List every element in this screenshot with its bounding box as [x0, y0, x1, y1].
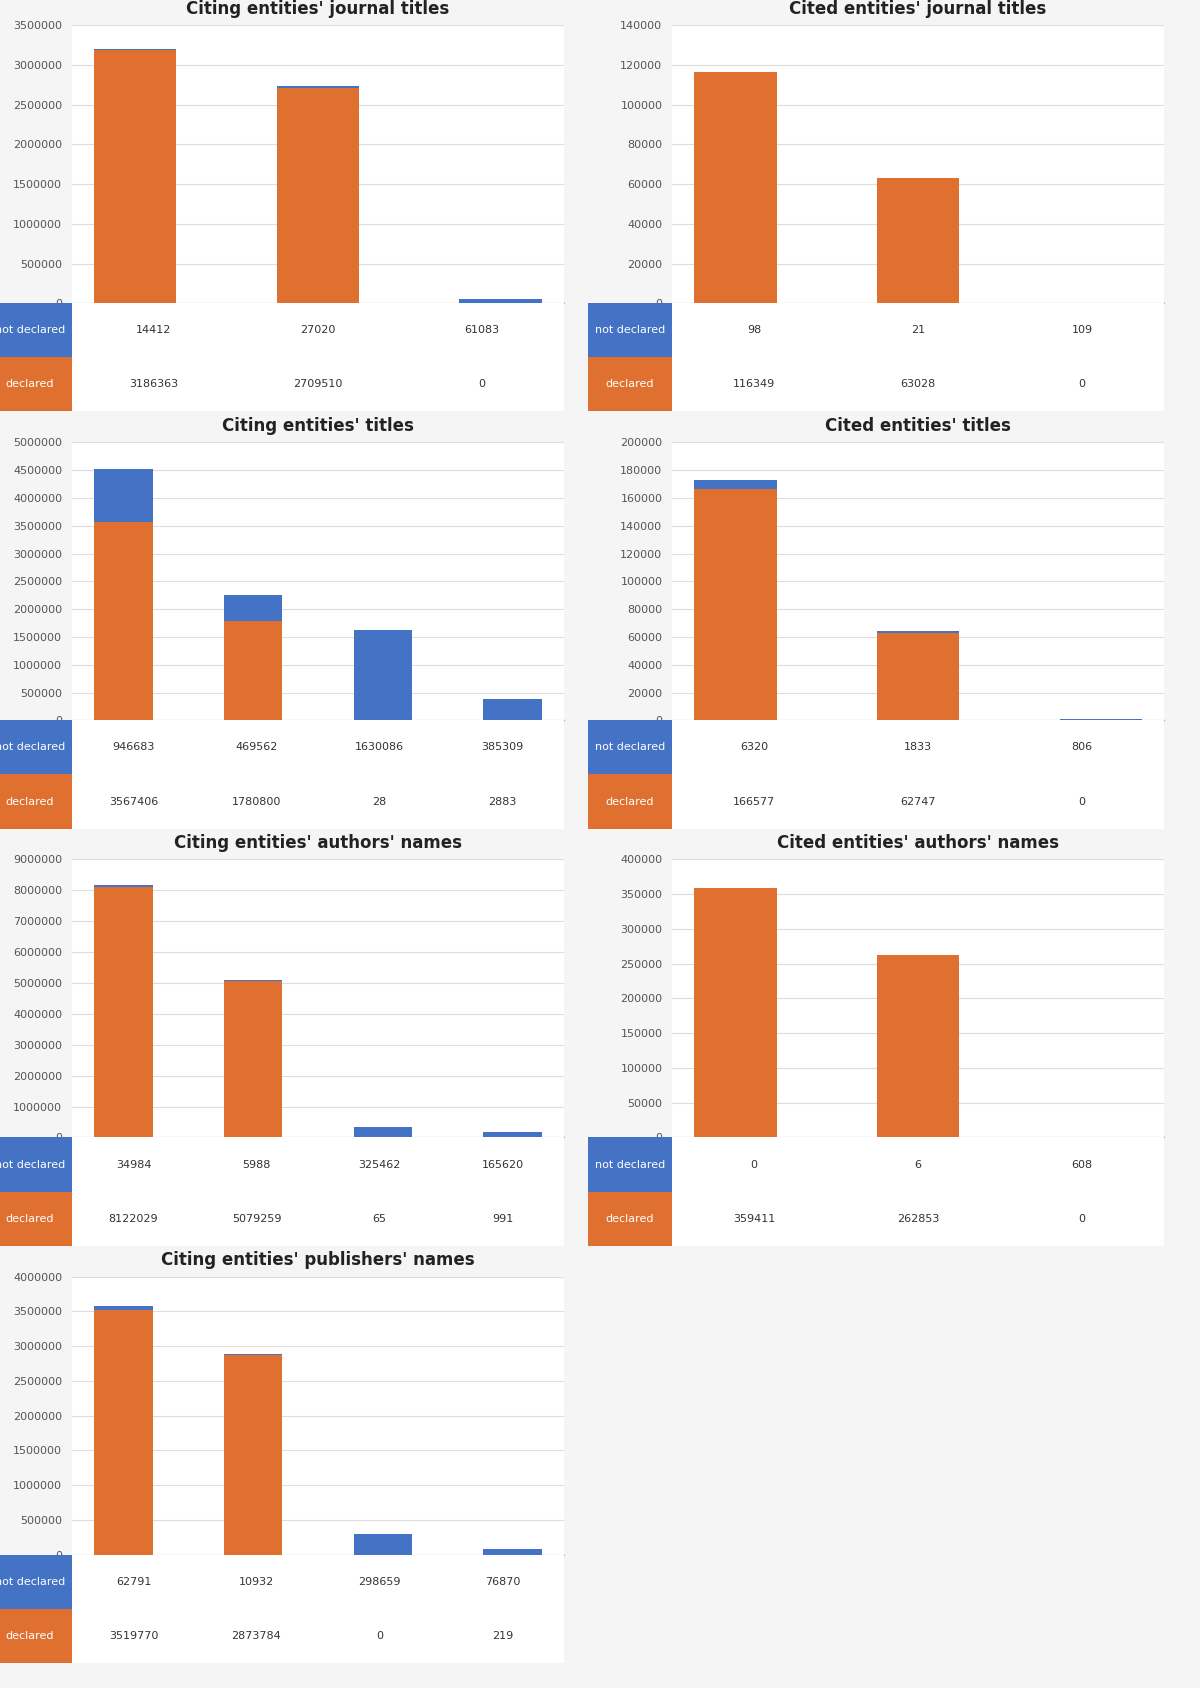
Bar [877, 955, 959, 1138]
Bar [354, 1534, 412, 1555]
Bar [95, 469, 152, 522]
Title: Citing entities' titles: Citing entities' titles [222, 417, 414, 436]
Bar [354, 1128, 412, 1138]
Bar [277, 86, 359, 88]
Title: Citing entities' authors' names: Citing entities' authors' names [174, 834, 462, 852]
Bar [484, 1133, 541, 1138]
Bar [877, 631, 959, 633]
Bar [224, 596, 282, 621]
Title: Cited entities' journal titles: Cited entities' journal titles [790, 0, 1046, 19]
Bar [224, 1355, 282, 1555]
Bar [277, 88, 359, 304]
Title: Citing entities' publishers' names: Citing entities' publishers' names [161, 1251, 475, 1269]
Bar [484, 699, 541, 721]
Bar [695, 490, 776, 721]
Bar [460, 299, 541, 304]
Bar [95, 1310, 152, 1555]
Bar [95, 886, 152, 1138]
Bar [877, 179, 959, 304]
Bar [484, 1550, 541, 1555]
Bar [695, 73, 776, 304]
Bar [354, 630, 412, 721]
Bar [877, 633, 959, 721]
Title: Citing entities' journal titles: Citing entities' journal titles [186, 0, 450, 19]
Bar [95, 1305, 152, 1310]
Title: Cited entities' titles: Cited entities' titles [826, 417, 1010, 436]
Bar [695, 479, 776, 490]
Bar [695, 888, 776, 1138]
Bar [224, 981, 282, 1138]
Title: Cited entities' authors' names: Cited entities' authors' names [778, 834, 1060, 852]
Bar [224, 621, 282, 721]
Bar [95, 522, 152, 721]
Bar [95, 51, 176, 304]
